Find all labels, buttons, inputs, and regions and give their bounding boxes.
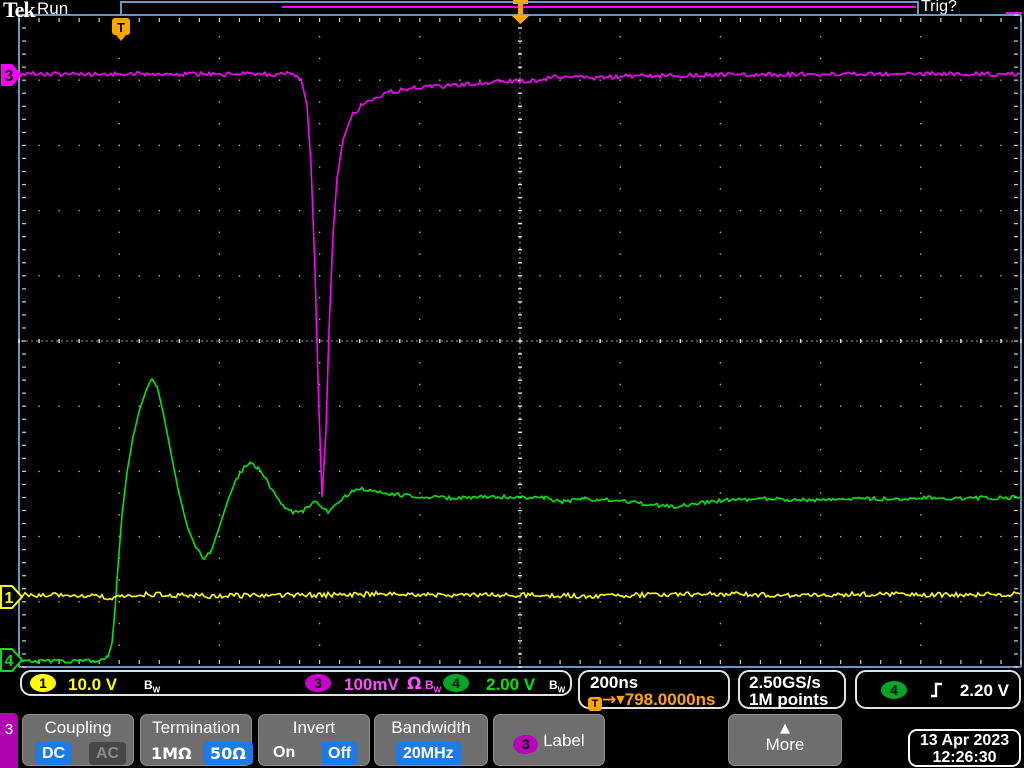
delay-value: 798.0000ns — [624, 690, 716, 709]
ch3-scale: 100mV — [344, 675, 399, 694]
acquisition-readout-box: 2.50GS/s 1M points — [738, 670, 846, 709]
trigger-level: 2.20 V — [959, 681, 1009, 700]
time-text: 12:26:30 — [932, 749, 997, 766]
coupling-dc-option[interactable]: DC — [35, 742, 73, 765]
rising-edge-icon — [931, 682, 942, 698]
termination-50ohm-option[interactable]: 50Ω — [203, 742, 253, 765]
label-text: Label — [543, 731, 585, 750]
trigger-status-label: Trig? — [921, 0, 957, 15]
ch4-bandwidth-icon: BW — [549, 676, 565, 699]
bw-base: B — [144, 678, 153, 692]
svg-text:1: 1 — [5, 590, 14, 607]
label-button[interactable]: 3 Label — [493, 714, 605, 766]
invert-title: Invert — [292, 718, 336, 737]
tek-logo: Tek — [3, 0, 36, 22]
acquisition-status: Run — [37, 0, 69, 18]
bw-sub: W — [152, 685, 161, 695]
ch3-bandwidth-icon: BW — [425, 676, 441, 699]
horizontal-readout-box: 200ns T →▼798.0000ns — [578, 670, 730, 711]
channel-reference-markers: 3 1 4 — [0, 64, 24, 672]
trigger-t-icon: T — [588, 697, 602, 711]
timebase-scale: 200ns — [590, 673, 639, 692]
waveform-traces — [18, 70, 1021, 665]
ch1-scale: 10.0 V — [68, 675, 118, 694]
trace-ch4 — [18, 377, 1021, 665]
bandwidth-title: Bandwidth — [391, 718, 471, 737]
more-button-content: ▲ More — [729, 721, 841, 755]
svg-text:T: T — [117, 20, 125, 35]
ch1-bandwidth-icon: BW — [144, 676, 160, 699]
termination-title: Termination — [152, 718, 240, 737]
svg-text:4: 4 — [5, 653, 14, 670]
more-button[interactable]: ▲ More — [728, 714, 842, 766]
ch3-badge: 3 — [305, 674, 331, 692]
bw-sub: W — [433, 685, 442, 695]
ch4-badge: 4 — [443, 674, 469, 692]
coupling-button[interactable]: Coupling DC AC — [22, 714, 134, 766]
trace-ch3 — [18, 70, 1021, 497]
bw-base: B — [549, 678, 558, 692]
bandwidth-button[interactable]: Bandwidth 20MHz — [374, 714, 488, 766]
arrow-right-icon: → — [602, 690, 617, 710]
ch3-impedance-icon: Ω — [407, 674, 422, 694]
graticule-grid — [18, 14, 1022, 668]
datetime-box: 13 Apr 2023 12:26:30 — [908, 729, 1021, 767]
invert-button[interactable]: Invert On Off — [258, 714, 370, 766]
bw-base: B — [425, 678, 434, 692]
trigger-readout-box: 4 2.20 V — [855, 670, 1021, 709]
trigger-record-marker: T — [112, 18, 130, 41]
more-text: More — [765, 735, 805, 754]
trace-ch1 — [18, 590, 1021, 601]
sample-rate: 2.50GS/s — [749, 673, 821, 692]
label-button-content: 3 Label — [494, 731, 604, 754]
channel-marker-4: 4 — [0, 648, 24, 672]
record-length: 1M points — [749, 690, 829, 709]
invert-on-option[interactable]: On — [273, 744, 296, 761]
ch1-badge: 1 — [30, 674, 56, 692]
bandwidth-value-option[interactable]: 20MHz — [396, 742, 461, 765]
coupling-ac-option[interactable]: AC — [89, 742, 127, 765]
menu-channel-tab: 3 — [0, 713, 18, 768]
trigger-delay-readout: T →▼798.0000ns — [588, 690, 715, 711]
svg-text:3: 3 — [5, 68, 14, 85]
bw-sub: W — [557, 685, 566, 695]
termination-1m-option[interactable]: 1MΩ — [151, 744, 192, 763]
termination-button[interactable]: Termination 1MΩ 50Ω — [140, 714, 253, 766]
date-text: 13 Apr 2023 — [919, 732, 1010, 749]
trigger-source-badge: 4 — [881, 681, 907, 699]
triangle-down-icon: ▼ — [616, 693, 625, 706]
ch4-scale: 2.00 V — [486, 675, 536, 694]
channel-readout-box: 1 10.0 V BW 3 100mV Ω BW 4 2.00 V BW — [20, 670, 572, 696]
channel-marker-1: 1 — [0, 585, 24, 609]
coupling-title: Coupling — [44, 718, 112, 737]
channel-marker-3: 3 — [1, 64, 22, 86]
arrow-up-icon: ▲ — [780, 721, 790, 736]
invert-off-option[interactable]: Off — [321, 742, 359, 765]
label-channel-badge: 3 — [513, 735, 539, 754]
trigger-position-marker — [511, 0, 530, 24]
